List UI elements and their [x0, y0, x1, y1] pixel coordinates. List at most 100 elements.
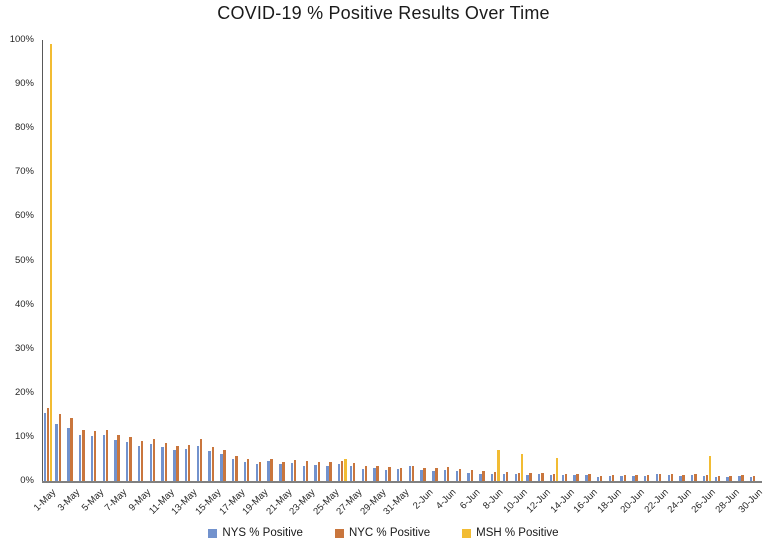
bar-nyc-7-Jun: [482, 471, 485, 481]
bar-nys-17-May: [232, 458, 235, 481]
x-axis-tick-label: 2-Jun: [410, 487, 436, 512]
bar-nyc-17-May: [235, 456, 238, 481]
bar-nys-30-May: [385, 469, 388, 481]
legend-item-nyc: NYC % Positive: [334, 527, 431, 539]
bar-nys-18-Jun: [608, 475, 612, 481]
x-axis-tick-label: 7-May: [102, 487, 130, 514]
bar-nys-19-May: [255, 464, 258, 481]
x-axis-line: [42, 481, 762, 483]
bar-nyc-11-May: [164, 442, 167, 481]
bar-msh-8-Jun: [497, 450, 500, 481]
bar-nyc-20-Jun: [635, 474, 638, 481]
legend-label: NYC % Positive: [348, 527, 431, 539]
legend-swatch-icon: [334, 528, 344, 538]
bar-nys-9-May: [137, 445, 141, 481]
bar-nyc-9-May: [140, 441, 144, 481]
bar-nys-13-Jun: [549, 474, 553, 481]
bar-nys-16-Jun: [585, 475, 588, 481]
bar-nyc-12-May: [176, 445, 179, 481]
bar-nys-30-Jun: [749, 476, 753, 481]
y-axis-tick-label: 20%: [14, 386, 34, 398]
bar-nys-7-May: [114, 439, 117, 481]
bar-nyc-25-May: [329, 462, 332, 481]
bar-nyc-26-Jun: [705, 474, 709, 481]
bar-nyc-13-May: [188, 444, 191, 481]
bar-nys-4-Jun: [443, 469, 447, 481]
y-axis-tick-label: 50%: [14, 254, 34, 266]
bar-nys-25-May: [326, 466, 329, 481]
bar-nyc-23-Jun: [670, 473, 674, 481]
bar-nyc-20-May: [270, 459, 273, 481]
bar-nyc-10-May: [152, 438, 156, 481]
bar-nys-10-Jun: [514, 473, 517, 481]
bar-nyc-4-Jun: [446, 467, 450, 481]
bar-nyc-14-Jun: [564, 473, 568, 481]
bar-nyc-1-Jun: [411, 466, 415, 481]
x-axis-tick-label: 14-Jun: [548, 487, 577, 516]
x-axis-tick-label: 30-Jun: [736, 487, 765, 516]
bar-nyc-3-May: [70, 417, 73, 481]
bar-nys-5-Jun: [455, 471, 459, 481]
x-axis-tick-label: 4-Jun: [434, 487, 459, 512]
x-axis-tick-label: 15-May: [193, 487, 224, 518]
bar-nys-6-May: [102, 435, 105, 481]
bar-nyc-18-May: [246, 458, 250, 481]
bar-nyc-27-Jun: [717, 475, 721, 481]
x-axis-tick-label: 12-Jun: [524, 487, 554, 516]
bar-nys-14-Jun: [561, 475, 564, 481]
bar-nys-8-Jun: [490, 473, 494, 481]
bar-nys-31-May: [396, 469, 400, 481]
bar-nys-11-Jun: [526, 474, 529, 481]
bar-nys-15-Jun: [573, 475, 576, 481]
bar-nys-1-May: [43, 413, 47, 481]
bar-nys-28-May: [361, 468, 364, 481]
x-axis-tick-label: 20-Jun: [618, 487, 648, 516]
legend-label: MSH % Positive: [476, 527, 559, 539]
bar-nyc-2-May: [58, 413, 61, 481]
legend-item-msh: MSH % Positive: [462, 527, 559, 539]
y-axis-tick-label: 10%: [14, 430, 34, 442]
bar-nyc-21-May: [282, 462, 285, 481]
bar-nys-22-May: [290, 463, 294, 481]
bar-msh-10-Jun: [520, 453, 524, 481]
bar-nyc-31-May: [399, 468, 403, 481]
bar-nyc-19-May: [258, 461, 262, 481]
bar-nys-6-Jun: [467, 473, 470, 481]
bar-nyc-29-May: [376, 465, 379, 481]
bar-nys-17-Jun: [596, 476, 600, 481]
bar-nys-9-Jun: [502, 474, 506, 481]
bar-nys-24-Jun: [679, 475, 682, 481]
legend-swatch-icon: [462, 528, 472, 538]
bar-nys-28-Jun: [726, 477, 729, 481]
bar-nys-7-Jun: [479, 473, 482, 481]
x-axis-tick-label: 16-Jun: [571, 487, 601, 516]
bar-nyc-19-Jun: [623, 475, 626, 481]
bar-nys-12-May: [173, 450, 176, 481]
bar-nyc-1-May: [46, 407, 50, 481]
bar-nyc-24-Jun: [682, 474, 685, 481]
chart-title: COVID-19 % Positive Results Over Time: [217, 3, 550, 23]
bar-nyc-18-Jun: [611, 474, 615, 481]
bar-nyc-15-May: [211, 447, 214, 481]
bar-nys-23-Jun: [667, 475, 670, 481]
bar-nyc-5-Jun: [458, 468, 462, 481]
bar-nys-27-May: [349, 465, 353, 481]
bar-msh-13-Jun: [556, 457, 559, 481]
bar-nys-26-May: [337, 464, 341, 481]
x-axis-tick-label: 5-May: [79, 487, 106, 514]
bar-nyc-30-Jun: [753, 475, 756, 481]
bar-nyc-11-Jun: [529, 473, 532, 481]
y-axis-tick-label: 80%: [14, 122, 34, 134]
bar-nyc-25-Jun: [694, 473, 697, 481]
bar-nys-24-May: [314, 465, 317, 481]
y-axis-tick-label: 70%: [14, 166, 34, 178]
bar-nys-26-Jun: [702, 475, 706, 481]
bar-nyc-28-May: [364, 466, 367, 481]
bar-nyc-17-Jun: [600, 475, 603, 481]
bar-nyc-12-Jun: [541, 472, 544, 481]
x-axis-tick-label: 28-Jun: [713, 487, 742, 516]
bar-nys-5-May: [90, 436, 94, 481]
x-axis-tick-label: 6-Jun: [457, 487, 483, 512]
bar-nyc-2-Jun: [423, 467, 426, 481]
